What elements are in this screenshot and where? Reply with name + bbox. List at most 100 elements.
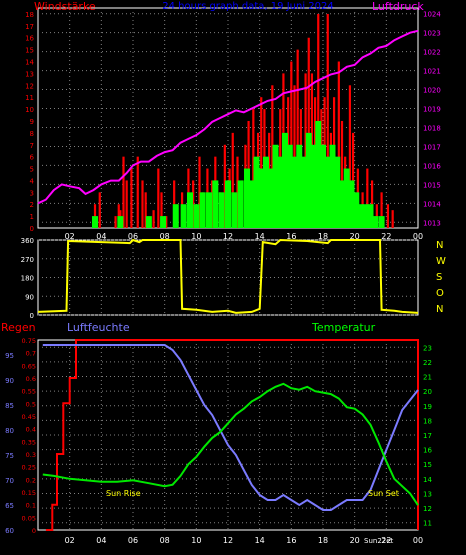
wind-gust-bar	[260, 97, 263, 229]
hour-tick-label: 16	[286, 536, 296, 545]
pressure-label: Luftdruck	[372, 0, 424, 13]
pressure-tick-label: 1014	[423, 200, 441, 208]
hour-tick-label: 08	[160, 536, 170, 545]
wind-gust-bar	[160, 192, 163, 228]
pressure-tick-label: 1017	[423, 143, 441, 151]
rain-tick-label: 0.3	[26, 451, 36, 459]
humidity-tick-label: 80	[5, 427, 14, 435]
rain-tick-label: 0.5	[26, 400, 36, 408]
pressure-tick-label: 1013	[423, 219, 441, 227]
wind-avg-bar	[244, 168, 250, 228]
wind-avg-bar	[117, 216, 124, 228]
wind-tick-label: 18	[25, 11, 34, 19]
wind-gust-bar	[236, 156, 239, 228]
humidity-line	[42, 344, 419, 511]
wind-avg-bar	[310, 144, 317, 228]
wind-gust-bar	[98, 192, 101, 228]
wind-direction-line	[37, 238, 419, 314]
compass-tick-label: N	[436, 304, 443, 315]
temperature-tick-label: 19	[423, 403, 432, 411]
humidity-tick-label: 60	[5, 527, 14, 535]
temperature-tick-label: 18	[423, 417, 432, 425]
direction-tick-label: 90	[25, 293, 34, 301]
wind-avg-bar	[206, 192, 212, 228]
hour-tick-label: 10	[191, 232, 201, 241]
wind-tick-label: 9	[30, 118, 34, 126]
hour-tick-label: 06	[128, 536, 138, 545]
humidity-tick-label: 85	[5, 402, 14, 410]
wind-gust-bar	[337, 61, 340, 228]
wind-avg-bar	[372, 216, 379, 228]
wind-avg-bar	[367, 204, 374, 228]
wind-gust-bar	[144, 192, 147, 228]
wind-gust-bar	[340, 120, 344, 228]
temperature-tick-label: 16	[423, 447, 432, 455]
wind-avg-bar	[348, 180, 355, 228]
direction-tick-label: 0	[30, 312, 34, 320]
wind-gust-bar	[198, 156, 201, 228]
hour-tick-label: 10	[191, 536, 201, 545]
wind-tick-label: 7	[30, 142, 34, 150]
sunset-time-annotation: Sun22et	[364, 537, 394, 545]
hour-tick-label: 14	[255, 536, 265, 545]
wind-gust-bar	[348, 85, 352, 228]
rain-tick-label: 0.1	[26, 502, 36, 510]
temperature-tick-label: 12	[423, 505, 432, 513]
humidity-tick-label: 75	[5, 452, 14, 460]
wind-avg-bar	[180, 204, 187, 228]
chart-title: 24 hours graph data, 19 Juni 2024	[162, 1, 333, 12]
wind-gust-bar	[165, 216, 168, 228]
wind-avg-bar	[253, 156, 260, 228]
wind-gust-bar	[317, 13, 320, 228]
temperature-tick-label: 14	[423, 476, 432, 484]
humidity-label: Luftfeuchte	[67, 321, 130, 334]
rain-tick-label: 0.55	[22, 388, 36, 396]
hour-tick-label: 18	[318, 232, 328, 241]
wind-gust-bar	[130, 168, 133, 228]
hour-tick-label: 12	[223, 536, 233, 545]
humidity-tick-label: 70	[5, 477, 14, 485]
rain-tick-label: 0.2	[26, 476, 36, 484]
wind-avg-bar	[225, 180, 231, 228]
temperature-tick-label: 20	[423, 388, 432, 396]
wind-gust-bar	[326, 13, 329, 228]
compass-tick-label: O	[436, 288, 444, 299]
wind-tick-label: 13	[25, 70, 34, 78]
pressure-tick-label: 1023	[423, 30, 441, 38]
wind-label: Windstärke	[34, 0, 96, 13]
rain-label: Regen	[1, 321, 36, 334]
temperature-label: Temperatur	[311, 321, 376, 334]
wind-tick-label: 11	[25, 94, 34, 102]
wind-gust-bar	[211, 180, 214, 228]
wind-avg-bar	[339, 180, 345, 228]
wind-tick-label: 15	[25, 47, 34, 55]
pressure-line	[37, 29, 419, 205]
pressure-tick-label: 1020	[423, 87, 441, 95]
wind-avg-bar	[358, 204, 364, 228]
hour-tick-label: 00	[413, 232, 423, 241]
wind-avg-bar	[378, 216, 385, 228]
direction-tick-label: 360	[21, 237, 34, 245]
wind-avg-bar	[218, 192, 225, 228]
temperature-tick-label: 13	[423, 490, 432, 498]
wind-tick-label: 12	[25, 82, 34, 90]
wind-avg-bar	[362, 204, 369, 228]
temperature-line	[42, 382, 419, 506]
wind-avg-bar	[324, 156, 331, 228]
wind-tick-label: 2	[30, 201, 34, 209]
humidity-tick-label: 65	[5, 502, 14, 510]
wind-avg-bar	[258, 168, 265, 228]
wind-avg-bar	[172, 204, 179, 228]
compass-tick-label: W	[436, 256, 446, 267]
temperature-tick-label: 15	[423, 461, 432, 469]
wind-gust-bar	[366, 168, 369, 228]
rain-tick-label: 0.4	[26, 426, 36, 434]
hour-tick-label: 20	[350, 536, 360, 545]
wind-gust-bar	[386, 204, 390, 228]
wind-avg-bars	[92, 120, 385, 228]
wind-gust-bar	[252, 109, 255, 228]
sunset-annotation: Sun Set	[368, 489, 399, 498]
wind-gust-bar	[391, 210, 394, 228]
rain-tick-label: 0.35	[22, 438, 36, 446]
